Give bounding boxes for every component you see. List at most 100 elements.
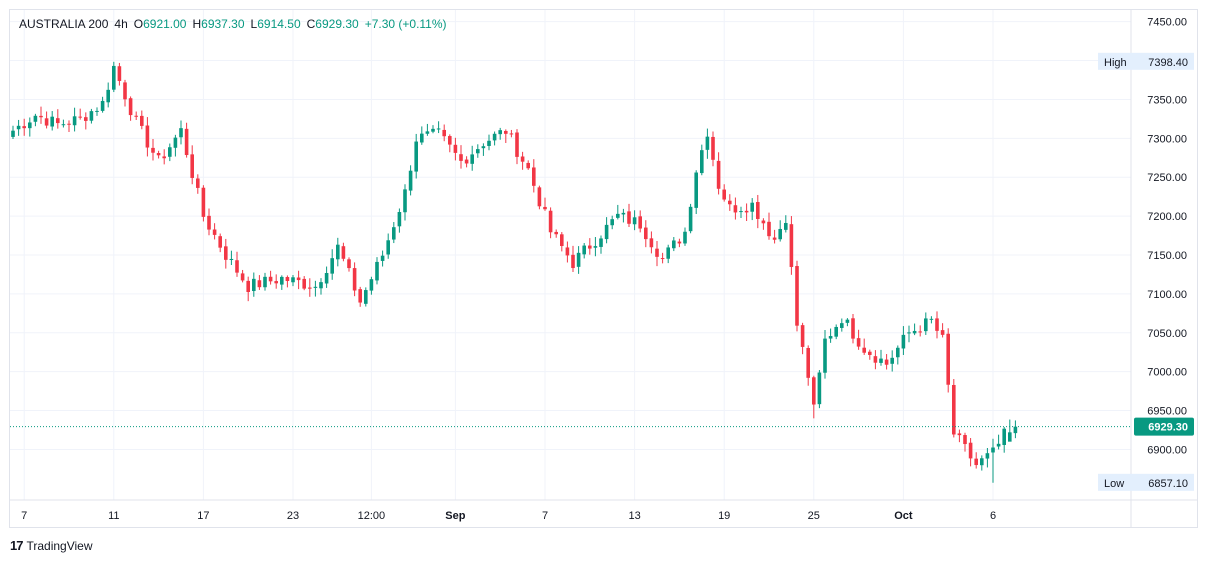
time-tick-label: 11	[108, 510, 119, 522]
candle-body	[358, 289, 362, 303]
symbol-name: AUSTRALIA 200	[19, 17, 109, 31]
candle-body	[868, 351, 872, 355]
candle-body	[184, 128, 189, 156]
candle-body	[901, 334, 906, 349]
candle-body	[375, 261, 379, 281]
candle-body	[593, 246, 598, 248]
candle-body	[604, 224, 609, 240]
interval-label: 4h	[114, 17, 128, 31]
candle-body	[778, 228, 782, 240]
candle-body	[291, 277, 295, 283]
candle-body	[660, 258, 665, 260]
candle-body	[750, 202, 754, 212]
candle-body	[828, 336, 833, 339]
candle-body	[302, 278, 306, 289]
low-marker-value: 6857.10	[1148, 478, 1188, 490]
candle-body	[207, 215, 211, 230]
candle-body	[364, 290, 368, 304]
time-tick-label: 17	[197, 510, 209, 522]
candle-body	[492, 133, 497, 141]
candle-body	[571, 254, 575, 269]
candle-body	[565, 247, 570, 256]
candle-body	[800, 325, 805, 347]
candle-body	[644, 227, 648, 240]
tradingview-attribution[interactable]: 17 TradingView	[10, 538, 93, 553]
candle-body	[834, 326, 838, 337]
candle-body	[392, 227, 396, 240]
candle-body	[257, 280, 262, 288]
candle-body	[968, 442, 973, 459]
candle-body	[576, 252, 581, 267]
candle-body	[532, 167, 536, 186]
candle-body	[89, 111, 94, 121]
candle-body	[453, 144, 458, 153]
candle-body	[481, 146, 486, 149]
low-label: L	[250, 17, 258, 31]
candle-body	[756, 202, 760, 219]
price-tick-label: 7000.00	[1147, 367, 1187, 379]
candle-body	[487, 140, 491, 146]
candle-body	[526, 162, 530, 169]
close-readout: C 6929.30	[307, 17, 359, 31]
candle-body	[582, 245, 586, 255]
close-label: C	[306, 17, 316, 31]
candle-body	[224, 246, 228, 260]
candle-body	[352, 268, 357, 291]
chart-frame	[9, 9, 1198, 528]
candle-body	[156, 152, 161, 156]
candle-body	[179, 128, 183, 138]
high-label: H	[192, 17, 202, 31]
candle-body	[666, 247, 670, 259]
low-value: 6914.50	[257, 17, 301, 31]
candle-body	[173, 137, 178, 148]
candle-body	[929, 318, 934, 320]
candle-body	[84, 117, 88, 121]
candle-body	[106, 89, 110, 103]
candle-body	[638, 216, 642, 229]
candle-body	[39, 115, 43, 118]
price-tick-label: 7050.00	[1147, 328, 1187, 340]
candle-body	[716, 160, 721, 189]
candle-body	[621, 212, 626, 215]
candle-body	[744, 210, 749, 213]
candle-body	[705, 136, 710, 150]
candle-body	[112, 65, 116, 90]
candle-body	[190, 154, 194, 178]
candle-body	[414, 141, 418, 172]
open-readout: O 6921.00	[134, 17, 187, 31]
candle-body	[610, 219, 614, 226]
candle-body	[44, 118, 49, 126]
open-value: 6921.00	[143, 17, 187, 31]
brand-name: TradingView	[26, 538, 93, 553]
candle-body	[761, 220, 766, 224]
candle-body	[795, 266, 799, 326]
time-tick-label: 19	[718, 510, 730, 522]
high-marker-badge	[1098, 52, 1194, 70]
candle-body	[554, 231, 558, 235]
low-marker-badge	[1098, 473, 1194, 491]
candle-body	[380, 255, 385, 261]
candle-body	[1008, 432, 1012, 442]
candle-body	[168, 147, 172, 157]
candle-body	[408, 170, 413, 191]
close-value: 6929.30	[315, 17, 359, 31]
candle-body	[817, 372, 822, 405]
candle-body	[784, 222, 788, 230]
candle-body	[655, 248, 659, 257]
candle-body	[683, 231, 687, 244]
candle-body	[33, 115, 38, 122]
candle-body	[442, 129, 446, 137]
candle-body	[145, 125, 150, 148]
candle-body	[201, 187, 206, 217]
candle-body	[72, 116, 77, 126]
candle-body	[50, 116, 54, 127]
price-tick-label: 6900.00	[1147, 444, 1187, 456]
candle-body	[459, 154, 463, 161]
candle-body	[95, 110, 99, 112]
candle-body	[896, 347, 900, 358]
time-tick-label: 23	[287, 510, 299, 522]
candle-body	[123, 82, 127, 100]
candle-body	[924, 318, 928, 332]
candle-body	[1013, 426, 1018, 434]
